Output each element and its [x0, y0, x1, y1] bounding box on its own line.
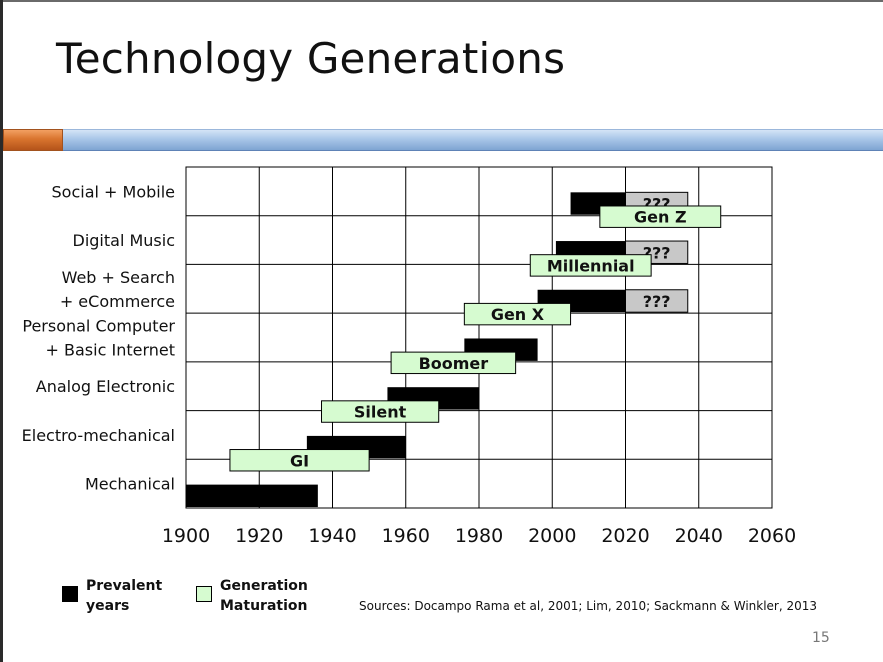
generation-bar-gi	[229, 449, 370, 472]
row-label-mechanical-1: Mechanical	[85, 475, 175, 494]
legend-swatch-generation	[196, 586, 212, 602]
x-tick-label-2020: 2020	[601, 525, 649, 547]
generation-label-gen-z: Gen Z	[634, 208, 687, 227]
unknown-bar-web-search	[625, 289, 689, 313]
row-label-social-mobile-1: Social + Mobile	[52, 182, 176, 201]
slide-title: Technology Generations	[56, 34, 566, 83]
legend-label-generation-line1: Generation	[220, 578, 308, 594]
legend-label-prevalent-line2: years	[86, 598, 130, 614]
row-label-electro-mechanical-1: Electro-mechanical	[22, 426, 175, 445]
generation-bar-gen-z	[599, 205, 722, 228]
legend-label-generation-line2: Maturation	[220, 598, 308, 614]
x-tick-label-1960: 1960	[382, 525, 430, 547]
row-label-digital-music-1: Digital Music	[73, 231, 176, 250]
plot-frame	[185, 166, 773, 509]
row-label-web-search-1: Web + Search	[62, 268, 175, 287]
x-tick-label-1940: 1940	[308, 525, 356, 547]
window-top-edge	[0, 0, 883, 2]
unknown-label-web-search: ???	[643, 292, 671, 311]
legend-prevalent: Prevalent years	[62, 576, 162, 616]
x-tick-label-2040: 2040	[675, 525, 723, 547]
generation-label-boomer: Boomer	[419, 354, 489, 373]
generation-bar-silent	[321, 400, 440, 423]
generation-bar-boomer	[390, 351, 517, 375]
title-divider-band	[3, 129, 883, 151]
row-label-personal-computer-1: Personal Computer	[22, 317, 175, 336]
x-tick-label-1920: 1920	[235, 525, 283, 547]
page-number: 15	[812, 630, 830, 646]
generation-label-silent: Silent	[354, 403, 407, 422]
generation-label-gi: GI	[290, 451, 309, 470]
legend-generation: Generation Maturation	[196, 576, 308, 616]
legend-label-prevalent-line1: Prevalent	[86, 578, 163, 594]
title-divider-accent	[3, 129, 63, 151]
sources-citation: Sources: Docampo Rama et al, 2001; Lim, …	[359, 599, 818, 613]
legend-swatch-prevalent	[62, 586, 78, 602]
generation-label-gen-x: Gen X	[491, 305, 545, 324]
prevalent-bar-mechanical	[186, 484, 318, 508]
row-label-analog-electronic-1: Analog Electronic	[36, 377, 175, 396]
x-tick-label-2060: 2060	[748, 525, 796, 547]
generation-label-millennial: Millennial	[547, 256, 635, 275]
x-tick-label-1980: 1980	[455, 525, 503, 547]
generation-bar-millennial	[529, 254, 652, 277]
row-label-personal-computer-2: + Basic Internet	[46, 341, 175, 360]
window-left-edge	[0, 0, 3, 662]
x-tick-label-1900: 1900	[162, 525, 210, 547]
row-label-web-search-2: + eCommerce	[60, 292, 175, 311]
x-tick-label-2000: 2000	[528, 525, 576, 547]
generation-bar-gen-x	[463, 302, 572, 326]
